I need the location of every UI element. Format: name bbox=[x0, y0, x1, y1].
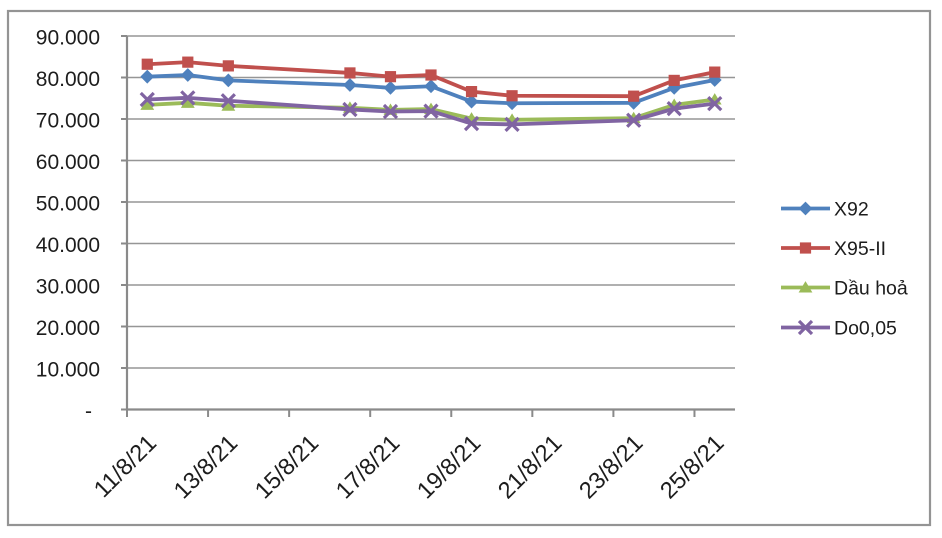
series-marker bbox=[626, 112, 642, 128]
y-axis-label: 90.000 bbox=[36, 27, 100, 50]
series-marker bbox=[707, 73, 722, 87]
series-marker bbox=[220, 93, 236, 109]
series-marker bbox=[180, 96, 195, 108]
series-marker bbox=[180, 90, 196, 106]
y-axis-label: 50.000 bbox=[36, 193, 100, 216]
series-marker bbox=[139, 91, 155, 108]
y-axis-label: 80.000 bbox=[36, 68, 100, 91]
y-axis-label: 10.000 bbox=[36, 359, 100, 382]
legend-marker bbox=[798, 281, 813, 293]
series-marker bbox=[463, 115, 480, 132]
series-marker bbox=[423, 103, 439, 119]
series-marker bbox=[424, 79, 438, 94]
series-marker bbox=[343, 78, 357, 92]
series-marker bbox=[384, 71, 397, 83]
series-marker bbox=[628, 90, 640, 102]
series-marker bbox=[221, 73, 236, 88]
y-axis-label: 70.000 bbox=[36, 110, 100, 133]
series-marker bbox=[506, 90, 518, 102]
series-marker bbox=[141, 58, 153, 70]
series-marker bbox=[140, 98, 155, 110]
legend-label: Do0,05 bbox=[834, 318, 897, 340]
series-marker bbox=[180, 68, 195, 82]
series-marker bbox=[666, 100, 682, 117]
series-marker bbox=[707, 96, 723, 112]
series-marker bbox=[383, 80, 398, 95]
y-axis-label: 20.000 bbox=[36, 317, 100, 340]
series-marker bbox=[342, 101, 358, 118]
y-axis-label: 60.000 bbox=[36, 151, 100, 174]
series-marker bbox=[182, 56, 194, 68]
legend-marker bbox=[799, 242, 812, 254]
series-marker bbox=[344, 67, 356, 79]
series-marker bbox=[222, 60, 234, 72]
y-axis-label: 40.000 bbox=[36, 234, 100, 257]
series-marker bbox=[425, 69, 437, 81]
series-marker bbox=[709, 66, 721, 78]
series-marker bbox=[221, 99, 236, 111]
series-marker bbox=[504, 116, 520, 133]
legend-marker bbox=[797, 319, 814, 336]
series-marker bbox=[668, 74, 680, 87]
y-axis-label: - bbox=[85, 400, 92, 423]
y-axis-label: 30.000 bbox=[36, 276, 100, 299]
series-marker bbox=[382, 103, 399, 120]
legend-label: Dầu hoả bbox=[834, 278, 908, 300]
series-marker bbox=[140, 69, 155, 84]
legend-marker bbox=[798, 201, 813, 216]
legend-label: X92 bbox=[834, 199, 869, 221]
series-marker bbox=[464, 94, 479, 109]
series-marker bbox=[465, 86, 478, 98]
legend-label: X95-II bbox=[834, 238, 886, 260]
